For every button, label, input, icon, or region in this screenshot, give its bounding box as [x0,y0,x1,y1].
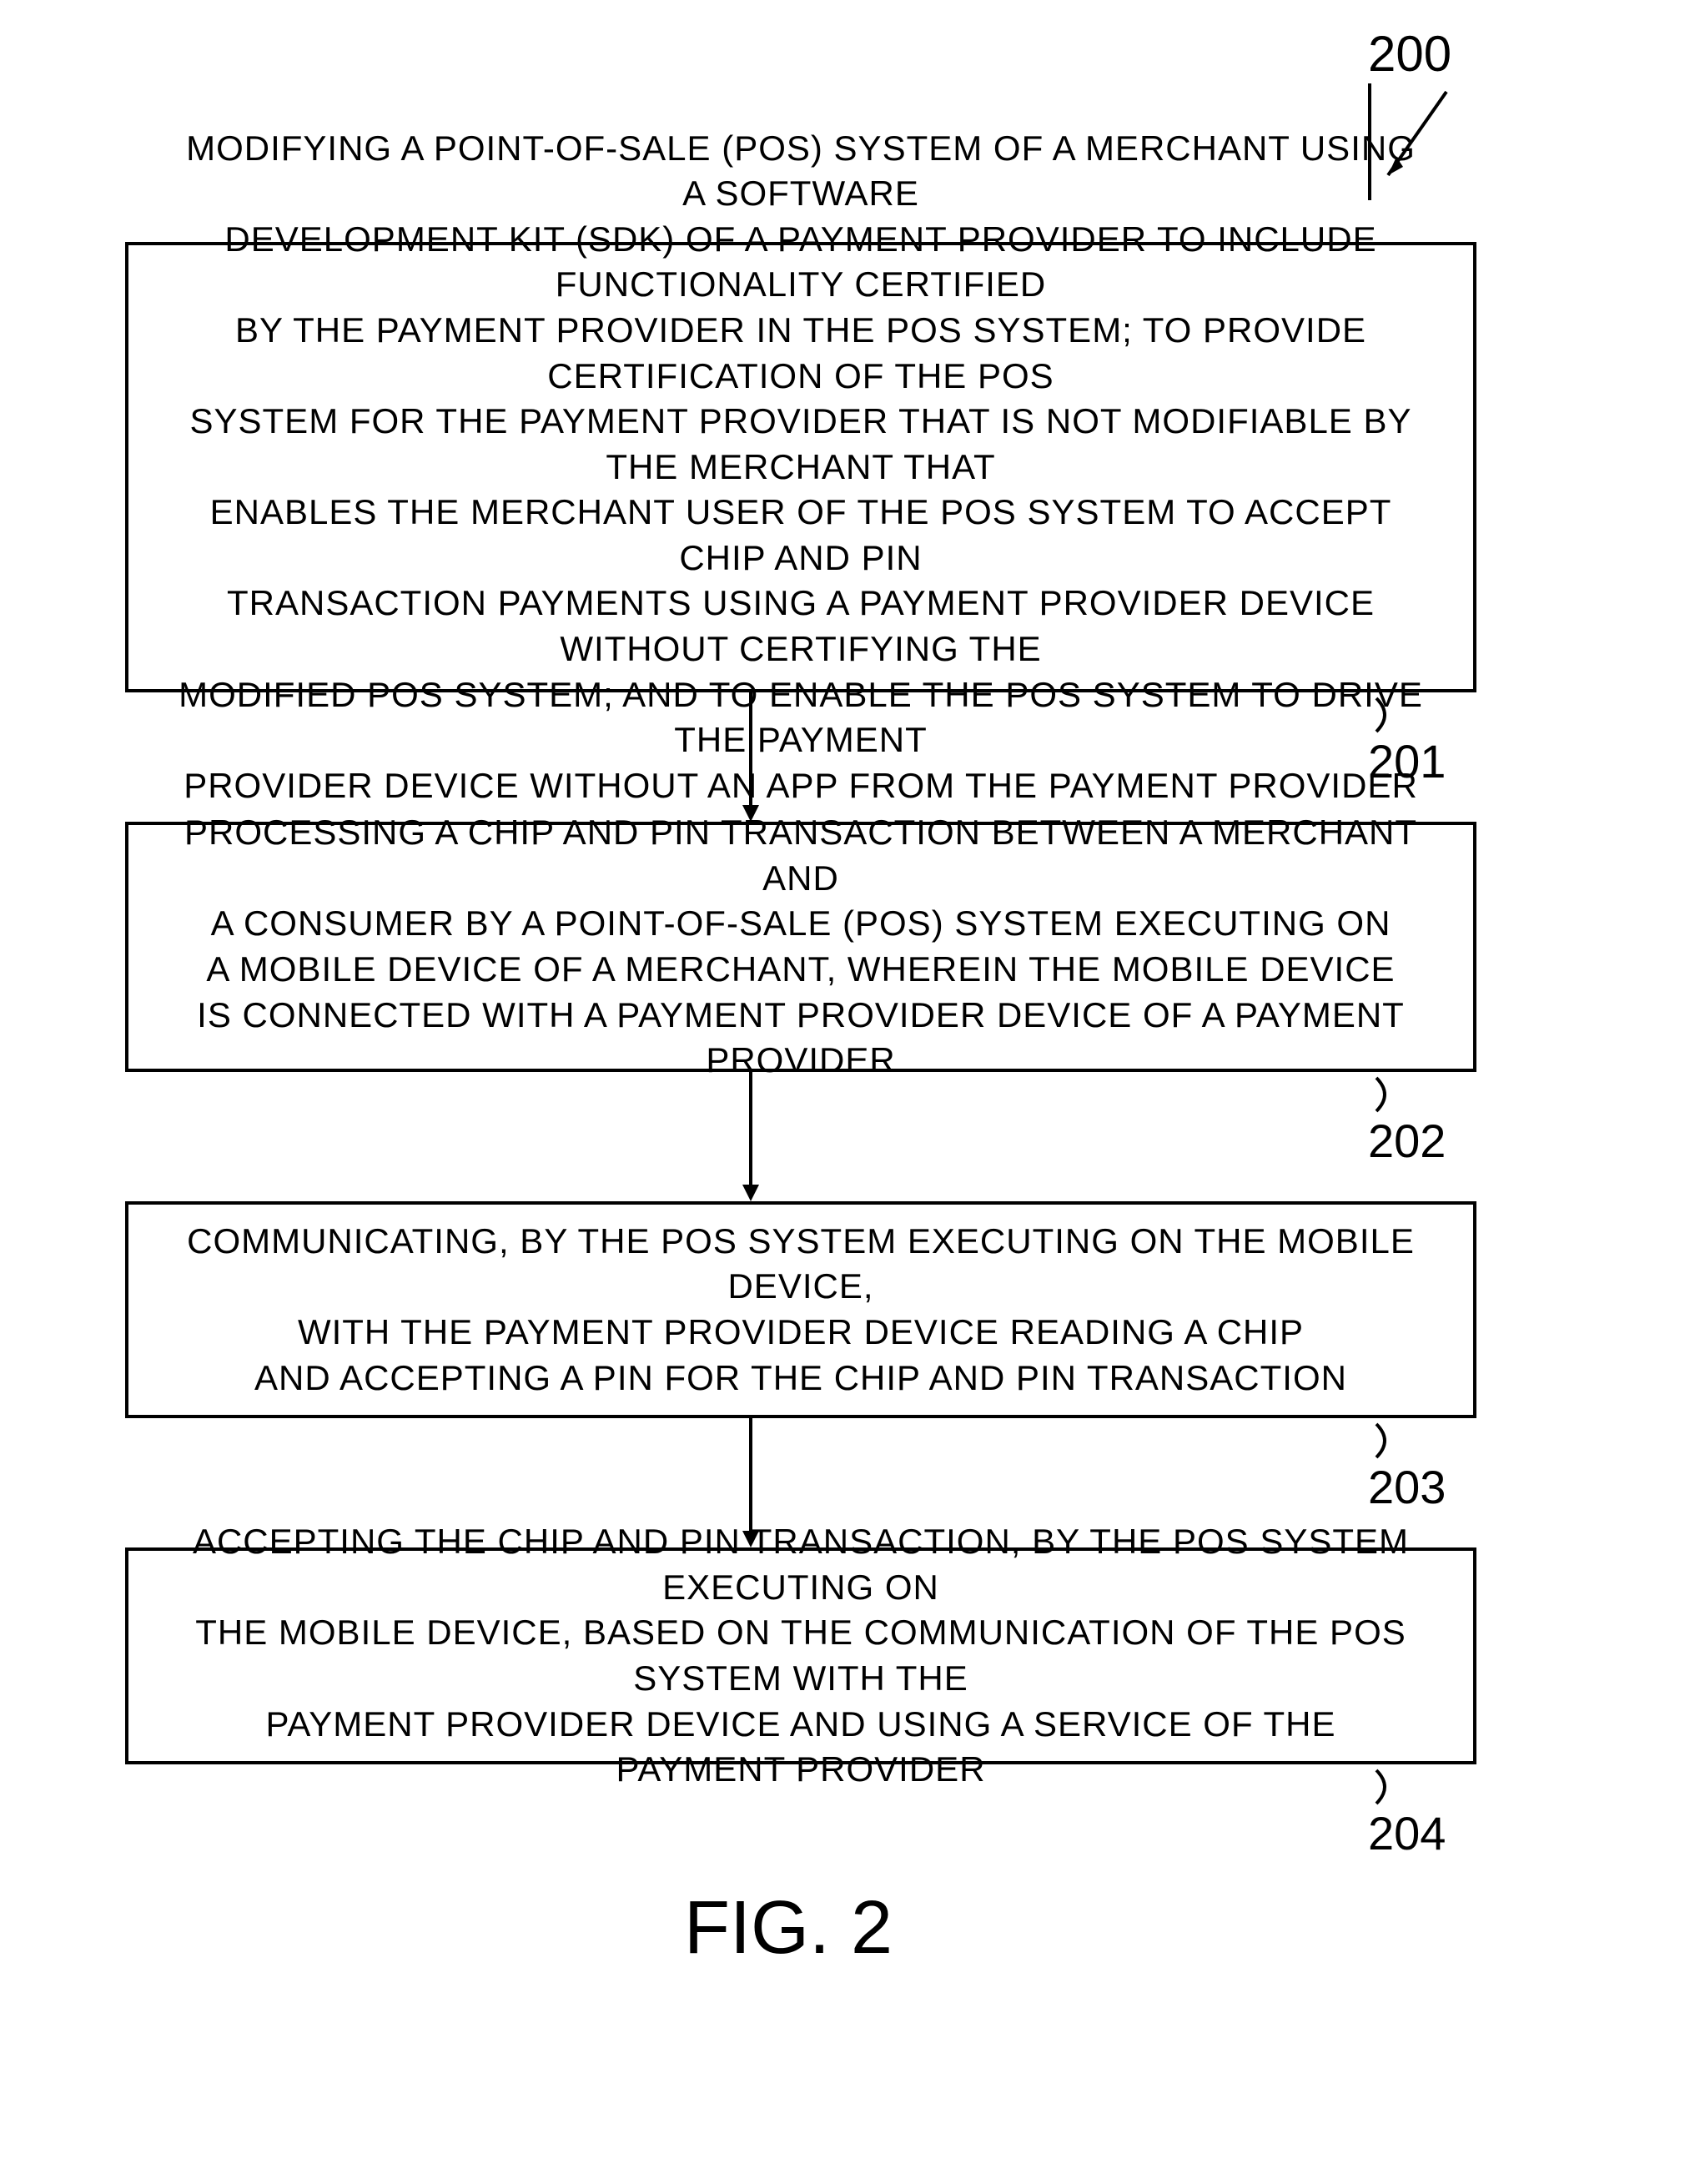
arrow-202-203 [738,1072,763,1205]
figure-number-label: 200 [1368,25,1451,83]
step-201: MODIFYING A POINT-OF-SALE (POS) SYSTEM O… [125,242,1476,692]
step-201-text: MODIFYING A POINT-OF-SALE (POS) SYSTEM O… [179,126,1423,809]
step-202: PROCESSING A CHIP AND PIN TRANSACTION BE… [125,822,1476,1072]
ref-paren-201 [1368,694,1418,736]
figure-title: FIG. 2 [684,1885,893,1971]
ref-203: 203 [1368,1460,1446,1514]
step-204: ACCEPTING THE CHIP AND PIN TRANSACTION, … [125,1547,1476,1764]
arrow-203-204 [738,1418,763,1552]
ref-204: 204 [1368,1806,1446,1860]
figure-canvas: 200 MODIFYING A POINT-OF-SALE (POS) SYST… [0,0,1700,2184]
step-203: COMMUNICATING, BY THE POS SYSTEM EXECUTI… [125,1201,1476,1418]
ref-201: 201 [1368,734,1446,788]
arrow-201-202 [738,692,763,826]
step-203-text: COMMUNICATING, BY THE POS SYSTEM EXECUTI… [179,1219,1423,1401]
ref-paren-204 [1368,1766,1418,1808]
step-202-text: PROCESSING A CHIP AND PIN TRANSACTION BE… [179,810,1423,1084]
ref-202: 202 [1368,1114,1446,1168]
ref-paren-202 [1368,1074,1418,1115]
step-204-text: ACCEPTING THE CHIP AND PIN TRANSACTION, … [179,1519,1423,1793]
ref-paren-203 [1368,1420,1418,1462]
